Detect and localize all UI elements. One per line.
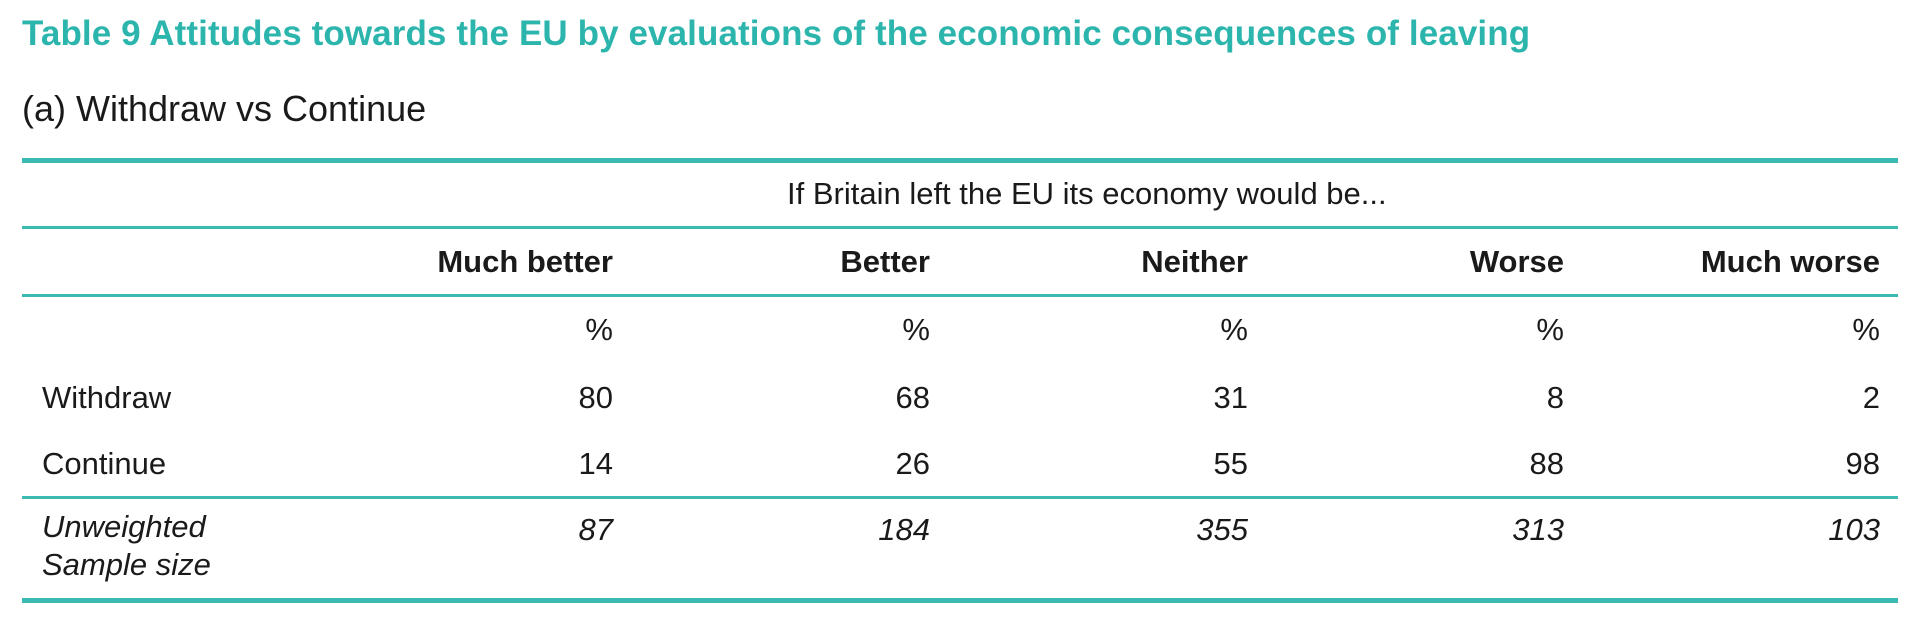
table-cell: 8	[1546, 380, 1564, 415]
column-header-better: Better	[840, 244, 930, 279]
table-cell: 31	[1213, 380, 1248, 415]
unit-cell: %	[585, 312, 613, 347]
sample-cell: 313	[1512, 512, 1564, 547]
table-cell: 98	[1845, 446, 1880, 481]
row-label-line1: Unweighted	[42, 509, 206, 544]
table-cell: 88	[1529, 446, 1564, 481]
column-header-worse: Worse	[1469, 244, 1564, 279]
spanner-rule	[22, 226, 1898, 229]
sample-cell: 87	[578, 512, 613, 547]
header-rule	[22, 294, 1898, 297]
sample-cell: 103	[1828, 512, 1880, 547]
sample-cell: 184	[878, 512, 930, 547]
column-header-much-better: Much better	[437, 244, 613, 279]
table-cell: 26	[895, 446, 930, 481]
table-subtitle: (a) Withdraw vs Continue	[22, 88, 427, 129]
table-cell: 55	[1213, 446, 1248, 481]
spanner-header: If Britain left the EU its economy would…	[22, 176, 1898, 222]
unit-cell: %	[902, 312, 930, 347]
spanner-text: If Britain left the EU its economy would…	[787, 176, 1387, 211]
table-cell: 80	[578, 380, 613, 415]
column-header-much-worse: Much worse	[1700, 244, 1880, 279]
table-cell: 14	[578, 446, 613, 481]
sample-cell: 355	[1196, 512, 1248, 547]
column-header-neither: Neither	[1141, 244, 1248, 279]
table-title: Table 9 Attitudes towards the EU by eval…	[22, 14, 1531, 53]
table-cell: 68	[895, 380, 930, 415]
row-label-withdraw: Withdraw	[42, 380, 172, 415]
table-cell: 2	[1862, 380, 1880, 415]
unit-cell: %	[1852, 312, 1880, 347]
row-label-unweighted: Unweighted Sample size	[42, 508, 211, 584]
row-label-line2: Sample size	[42, 547, 211, 582]
bottom-rule	[22, 598, 1898, 603]
body-rule	[22, 496, 1898, 499]
row-label-continue: Continue	[42, 446, 167, 481]
unit-cell: %	[1536, 312, 1564, 347]
top-rule	[22, 158, 1898, 163]
unit-cell: %	[1220, 312, 1248, 347]
